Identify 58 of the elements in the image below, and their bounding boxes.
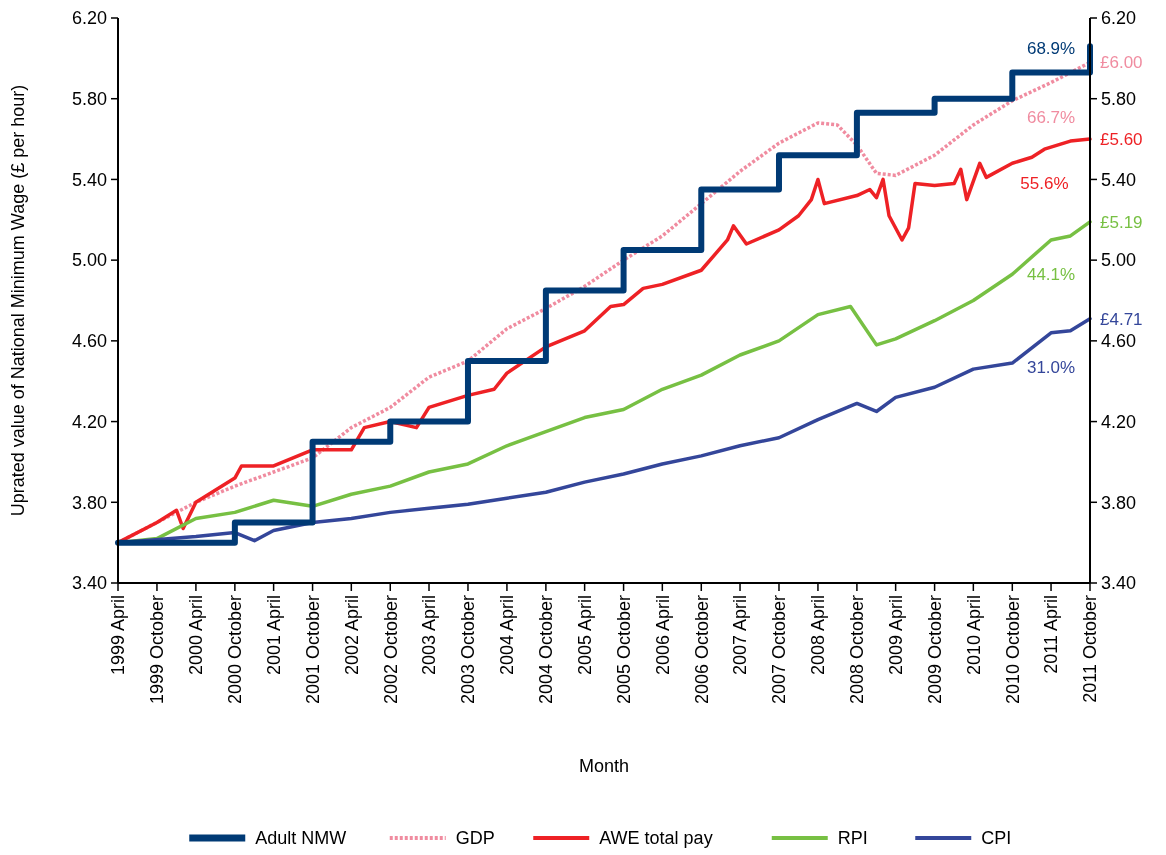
x-tick-label: 2008 April (808, 595, 829, 676)
legend-label: CPI (981, 828, 1012, 849)
legend-label: RPI (837, 828, 868, 849)
y-tick-label: 4.60 (71, 331, 107, 352)
x-tick-label: 2006 April (652, 595, 673, 676)
y-tick-label: 5.40 (71, 169, 107, 190)
x-tick-label: 2011 October (1080, 595, 1101, 703)
x-axis-title: Month (578, 756, 630, 776)
x-tick-label: 2008 October (847, 595, 868, 705)
legend-label: GDP (455, 828, 495, 849)
legend-label: AWE total pay (599, 828, 713, 849)
y2-tick-label: 4.60 (1101, 331, 1137, 352)
annotation: 31.0% (1026, 357, 1076, 377)
x-tick-label: 2002 April (341, 595, 362, 676)
y2-tick-label: 5.80 (1101, 89, 1137, 110)
annotation: £6.00 (1100, 53, 1143, 73)
x-tick-label: 2002 October (380, 595, 401, 705)
y-tick-label: 3.80 (71, 492, 107, 513)
x-tick-label: 2003 October (458, 595, 479, 705)
x-tick-label: 2005 October (613, 595, 634, 705)
y2-tick-label: 3.80 (1101, 492, 1137, 513)
y-tick-label: 3.40 (71, 573, 107, 594)
x-tick-label: 2000 October (225, 595, 246, 705)
x-tick-label: 2004 April (497, 595, 518, 676)
x-tick-label: 2000 April (186, 595, 207, 676)
x-tick-label: 2001 October (302, 595, 323, 705)
x-tick-label: 2011 April (1041, 595, 1062, 674)
annotation: 44.1% (1026, 264, 1076, 284)
x-tick-label: 2010 April (963, 595, 984, 676)
x-tick-label: 2006 October (691, 595, 712, 705)
y-tick-label: 4.20 (71, 411, 107, 432)
x-tick-label: 1999 October (147, 595, 168, 705)
x-tick-label: 1999 April (108, 595, 129, 676)
y2-tick-label: 6.20 (1101, 8, 1137, 29)
annotation: 66.7% (1026, 107, 1076, 127)
y-tick-label: 5.80 (71, 89, 107, 110)
annotation: £4.71 (1100, 309, 1143, 329)
y-tick-label: 6.20 (71, 8, 107, 29)
x-tick-label: 2004 October (536, 595, 557, 705)
y-axis-title: Uprated value of National Minimum Wage (£ per hour) (8, 84, 28, 517)
x-tick-label: 2001 April (263, 595, 284, 676)
legend-label: Adult NMW (255, 828, 347, 849)
y2-tick-label: 3.40 (1101, 573, 1137, 594)
x-tick-label: 2005 April (574, 595, 595, 676)
x-tick-label: 2009 October (924, 595, 945, 705)
y2-tick-label: 5.00 (1101, 250, 1137, 271)
x-tick-label: 2007 April (730, 595, 751, 676)
y2-tick-label: 5.40 (1101, 169, 1137, 190)
x-tick-label: 2009 April (885, 595, 906, 676)
x-tick-label: 2007 October (769, 595, 790, 705)
annotation: 55.6% (1020, 174, 1069, 194)
x-tick-label: 2003 April (419, 595, 440, 676)
y2-tick-label: 4.20 (1101, 411, 1137, 432)
annotation: 68.9% (1026, 39, 1076, 59)
y-tick-label: 5.00 (71, 250, 107, 271)
x-tick-label: 2010 October (1002, 595, 1023, 705)
annotation: £5.19 (1100, 212, 1143, 232)
annotation: £5.60 (1100, 130, 1143, 150)
